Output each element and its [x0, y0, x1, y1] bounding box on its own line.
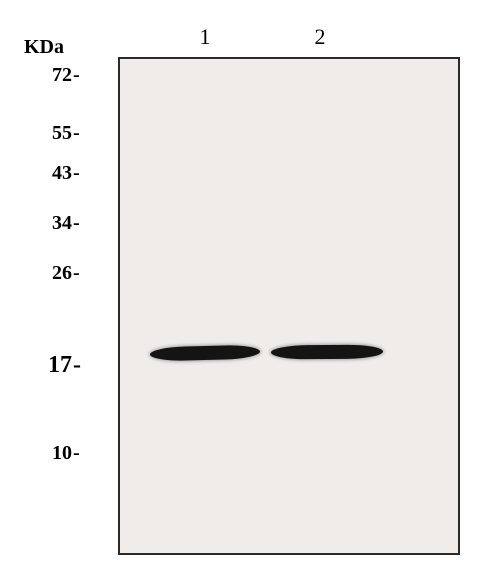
lane-label-1: 1	[200, 24, 211, 50]
mw-marker-10: 10-	[46, 442, 80, 465]
mw-marker-17: 17-	[46, 352, 81, 379]
lane-label-2: 2	[315, 24, 326, 50]
mw-tick: -	[73, 64, 80, 87]
mw-tick: -	[73, 162, 80, 185]
unit-label: KDa	[24, 36, 64, 59]
mw-marker-34: 34-	[46, 212, 80, 235]
mw-value: 34	[46, 212, 72, 235]
band-lane-2	[271, 345, 383, 360]
western-blot-figure: KDa 1 2 72- 55- 43- 34- 26- 17- 10-	[0, 0, 501, 570]
mw-tick: -	[73, 442, 80, 465]
mw-value: 72	[46, 64, 72, 87]
mw-tick: -	[73, 122, 80, 145]
mw-tick: -	[73, 262, 80, 285]
mw-value: 26	[46, 262, 72, 285]
mw-marker-72: 72-	[46, 64, 80, 87]
blot-membrane	[118, 57, 460, 555]
mw-value: 55	[46, 122, 72, 145]
mw-value: 10	[46, 442, 72, 465]
mw-value: 17	[46, 352, 72, 379]
mw-tick: -	[73, 212, 80, 235]
mw-tick: -	[73, 352, 81, 379]
mw-marker-43: 43-	[46, 162, 80, 185]
mw-marker-26: 26-	[46, 262, 80, 285]
mw-value: 43	[46, 162, 72, 185]
mw-marker-55: 55-	[46, 122, 80, 145]
